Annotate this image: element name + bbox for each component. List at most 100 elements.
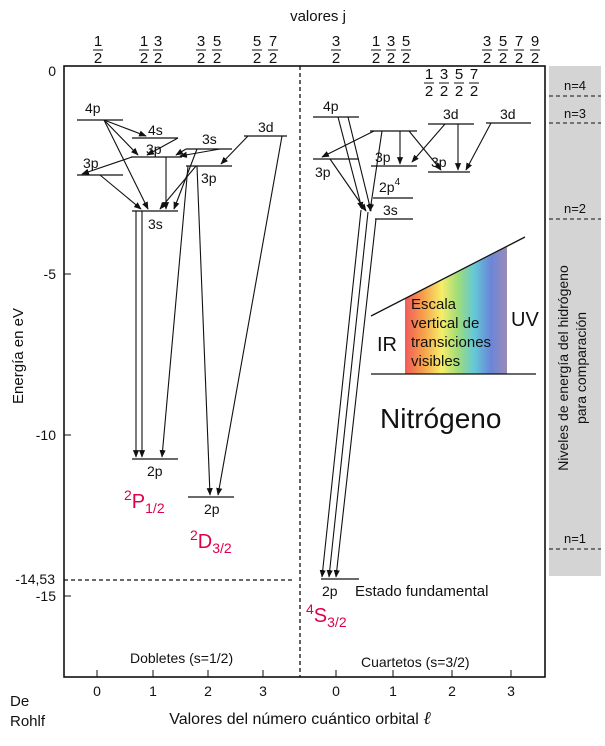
credit-line1: De <box>10 693 29 710</box>
j-quartet-0-0-den: 2 <box>332 50 340 67</box>
j-doublet-2-0-den: 2 <box>197 50 205 67</box>
h-level-n1: n=1 <box>564 531 586 546</box>
d-level-3p-l2: 3p <box>201 170 217 186</box>
j-doublet-3-0-den: 2 <box>253 50 261 67</box>
j-inner-3-den: 2 <box>470 83 478 100</box>
j-doublet-2-0-num: 3 <box>197 33 205 50</box>
doublet-transitions <box>81 119 283 496</box>
j-doublet-1-0-den: 2 <box>140 50 148 67</box>
y-tick-minus-15: -15 <box>36 588 56 604</box>
x-tick-q1: 1 <box>389 683 397 699</box>
h-level-n4: n=4 <box>564 78 586 93</box>
hydrogen-label-line2: para comparación <box>573 312 589 424</box>
x-tick-d1: 1 <box>149 683 157 699</box>
j-quartet-2-3-num: 9 <box>531 33 539 50</box>
j-quartet-2-3-den: 2 <box>531 50 539 67</box>
d-level-3d: 3d <box>258 119 274 135</box>
quartet-levels <box>313 116 531 580</box>
j-inner-1-den: 2 <box>440 83 448 100</box>
d-level-2p-l2: 2p <box>204 501 220 517</box>
term-2D-3half: 2D3/2 <box>190 527 232 556</box>
d-level-4p: 4p <box>85 100 101 116</box>
d-level-4s: 4s <box>148 122 163 138</box>
j-doublet-0-0-den: 2 <box>94 50 102 67</box>
j-quartet-1-0-den: 2 <box>372 50 380 67</box>
x-tick-d0: 0 <box>93 683 101 699</box>
j-quartet-1-2-num: 5 <box>402 33 410 50</box>
j-inner-1-num: 3 <box>440 66 448 83</box>
d-level-3p-l0: 3p <box>83 155 99 171</box>
j-quartet-1-2-den: 2 <box>402 50 410 67</box>
y-axis-label: Energía en eV <box>10 308 27 404</box>
j-quartet-2-1-num: 5 <box>499 33 507 50</box>
j-inner-3-num: 7 <box>470 66 478 83</box>
q-level-3d-l3: 3d <box>500 106 516 122</box>
ground-state-label: Estado fundamental <box>355 583 488 600</box>
x-axis: 0 1 2 3 0 1 2 3 Valores del número cuánt… <box>93 670 515 729</box>
y-tick-ionization: -14,53 <box>15 571 55 587</box>
d-level-3s-l1: 3s <box>148 216 163 232</box>
q-level-3s: 3s <box>383 202 398 218</box>
j-doublet-1-0-num: 1 <box>140 33 148 50</box>
j-doublet-1-1-den: 2 <box>154 50 162 67</box>
j-quartet-1-1-den: 2 <box>387 50 395 67</box>
inset-text-1: Escala <box>411 296 457 313</box>
hydrogen-label-line1: Niveles de energía del hidrógeno <box>555 265 571 471</box>
h-level-n3: n=3 <box>564 106 586 121</box>
top-label: valores j <box>290 8 346 25</box>
j-doublet-0-0-num: 1 <box>94 33 102 50</box>
spectrum-inset: IR UV Escala vertical de transiciones vi… <box>370 236 539 375</box>
x-tick-q0: 0 <box>332 683 340 699</box>
section-doublets: Dobletes (s=1/2) <box>130 650 233 666</box>
quartet-transitions <box>319 116 492 578</box>
y-tick-minus-10: -10 <box>36 427 56 443</box>
j-quartet-2-2-den: 2 <box>515 50 523 67</box>
j-doublet-3-1-num: 7 <box>269 33 277 50</box>
x-tick-q2: 2 <box>448 683 456 699</box>
doublet-levels <box>77 119 287 498</box>
j-quartet-1-0-num: 1 <box>372 33 380 50</box>
q-level-2p-ground: 2p <box>322 583 338 599</box>
j-doublet-3-1-den: 2 <box>269 50 277 67</box>
d-level-3s-l2: 3s <box>202 131 217 147</box>
x-tick-d3: 3 <box>259 683 267 699</box>
plot-frame <box>63 65 546 678</box>
j-quartet-2-1-den: 2 <box>499 50 507 67</box>
q-level-4p: 4p <box>323 98 339 114</box>
q-level-2p4: 2p4 <box>379 177 401 195</box>
inset-text-2: vertical de <box>411 315 479 332</box>
d-level-2p-l1: 2p <box>147 463 163 479</box>
hydrogen-panel: n=4 n=3 n=2 n=1 Niveles de energía del h… <box>549 66 601 576</box>
y-tick-minus-5: -5 <box>44 266 57 282</box>
j-quartet-2-0-den: 2 <box>483 50 491 67</box>
j-inner-0-num: 1 <box>425 66 433 83</box>
q-level-3p-l0: 3p <box>315 164 331 180</box>
j-inner-0-den: 2 <box>425 83 433 100</box>
j-doublet-1-1-num: 3 <box>154 33 162 50</box>
j-doublet-3-0-num: 5 <box>253 33 261 50</box>
inset-text-3: transiciones <box>411 334 491 351</box>
credit-line2: Rohlf <box>10 713 46 730</box>
j-doublet-2-1-den: 2 <box>213 50 221 67</box>
y-tick-0: 0 <box>48 63 56 79</box>
j-quartet-1-1-num: 3 <box>387 33 395 50</box>
x-tick-d2: 2 <box>204 683 212 699</box>
term-2P-half: 2P1/2 <box>124 487 165 516</box>
element-name: Nitrógeno <box>380 403 501 434</box>
uv-label: UV <box>511 309 539 331</box>
j-quartet-2-0-num: 3 <box>483 33 491 50</box>
j-inner-2-num: 5 <box>455 66 463 83</box>
h-level-n2: n=2 <box>564 201 586 216</box>
section-quartets: Cuartetos (s=3/2) <box>361 654 470 670</box>
q-level-3d-l2: 3d <box>443 106 459 122</box>
ir-label: IR <box>377 334 397 356</box>
y-axis: 0 -5 -10 -14,53 -15 Energía en eV <box>10 63 71 604</box>
j-quartet-2-2-num: 7 <box>515 33 523 50</box>
j-inner-2-den: 2 <box>455 83 463 100</box>
j-quartet-0-0-num: 3 <box>332 33 340 50</box>
j-doublet-2-1-num: 5 <box>213 33 221 50</box>
inset-text-4: visibles <box>411 353 460 370</box>
term-4S-3half: 4S3/2 <box>306 601 347 630</box>
